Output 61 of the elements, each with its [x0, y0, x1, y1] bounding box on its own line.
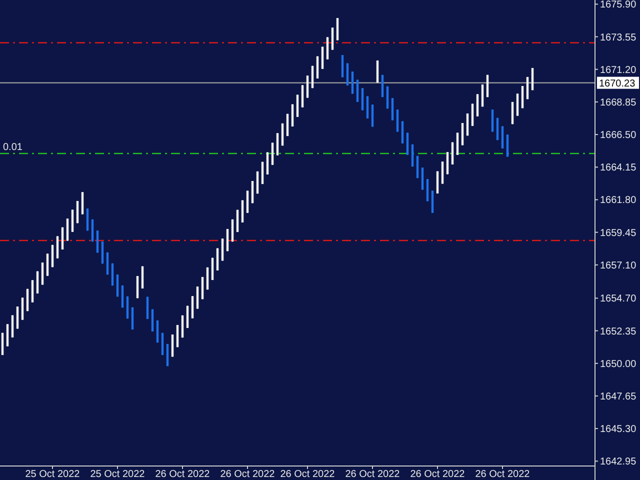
- x-tick-label: 26 Oct 2022: [155, 469, 210, 480]
- candlestick: [56, 236, 59, 259]
- candlestick: [271, 142, 274, 166]
- candlestick: [471, 103, 474, 126]
- y-tick-label: 1647.65: [600, 391, 637, 402]
- candlestick: [396, 109, 399, 132]
- candlestick: [6, 324, 9, 347]
- x-tick-label: 26 Oct 2022: [280, 469, 336, 480]
- candlestick: [456, 132, 459, 156]
- candlestick: [401, 120, 404, 144]
- candlestick: [361, 88, 364, 111]
- candlestick: [191, 296, 194, 319]
- candlestick: [246, 190, 249, 214]
- x-tick-label: 26 Oct 2022: [345, 469, 400, 480]
- y-tick-label: 1645.30: [600, 424, 637, 436]
- candlestick: [371, 104, 374, 128]
- candlestick: [331, 27, 334, 50]
- y-tick-label: 1654.70: [600, 294, 637, 305]
- y-tick-label: 1673.55: [600, 32, 637, 44]
- y-tick-label: 1664.15: [600, 162, 637, 174]
- candlestick: [341, 54, 344, 78]
- candlestick: [351, 71, 354, 94]
- x-tick-label: 26 Oct 2022: [220, 469, 276, 480]
- candlestick: [441, 161, 444, 184]
- candlestick: [431, 190, 434, 214]
- candlestick: [516, 93, 519, 116]
- y-tick-label: 1661.80: [600, 195, 637, 206]
- candlestick: [406, 132, 409, 156]
- annotation: 0.01: [3, 142, 23, 153]
- candlestick: [21, 297, 24, 320]
- candlestick: [326, 36, 329, 60]
- candlestick: [81, 192, 84, 215]
- y-tick-label: 1671.20: [600, 64, 637, 76]
- candlestick: [491, 109, 494, 132]
- y-tick-label: 1659.45: [600, 228, 637, 239]
- candlestick: [356, 79, 359, 102]
- candlestick: [31, 280, 34, 303]
- candlestick: [296, 94, 299, 118]
- y-tick-label: 1675.90: [600, 0, 637, 11]
- x-tick-label: 26 Oct 2022: [475, 469, 530, 480]
- y-tick-label: 1666.50: [600, 130, 637, 142]
- candlestick: [46, 253, 49, 276]
- candlestick: [276, 132, 279, 156]
- x-tick-label: 25 Oct 2022: [90, 469, 146, 480]
- candlestick: [501, 126, 504, 149]
- candlestick: [306, 75, 309, 98]
- y-tick-label: 1657.10: [600, 260, 637, 272]
- x-tick-label: 26 Oct 2022: [410, 469, 466, 480]
- candlestick: [301, 84, 304, 108]
- y-tick-label: 1650.00: [600, 358, 637, 370]
- candlestick: [321, 46, 324, 70]
- candlestick: [71, 209, 74, 232]
- candlestick: [346, 62, 349, 86]
- y-tick-label: 1652.35: [600, 326, 637, 338]
- x-tick-label: 25 Oct 2022: [25, 469, 80, 480]
- candlestick: [476, 94, 479, 117]
- y-tick-label: 1668.85: [600, 97, 637, 108]
- y-tick-label: 1642.95: [600, 456, 637, 468]
- candlestick: [11, 314, 14, 338]
- ref-line-label: 1670.23: [599, 78, 636, 90]
- candlestick: [66, 218, 69, 242]
